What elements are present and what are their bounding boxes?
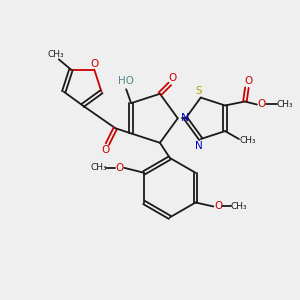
Text: O: O (245, 76, 253, 86)
Text: S: S (195, 85, 202, 96)
Text: CH₃: CH₃ (90, 163, 107, 172)
Text: CH₃: CH₃ (240, 136, 256, 145)
Text: O: O (90, 58, 98, 69)
Text: O: O (214, 202, 223, 212)
Text: O: O (115, 163, 123, 173)
Text: CH₃: CH₃ (276, 100, 293, 109)
Text: O: O (258, 100, 266, 110)
Text: HO: HO (118, 76, 134, 86)
Text: O: O (101, 145, 110, 155)
Text: CH₃: CH₃ (48, 50, 64, 59)
Text: N: N (181, 113, 189, 123)
Text: CH₃: CH₃ (231, 202, 248, 211)
Text: O: O (169, 73, 177, 83)
Text: N: N (195, 141, 202, 151)
